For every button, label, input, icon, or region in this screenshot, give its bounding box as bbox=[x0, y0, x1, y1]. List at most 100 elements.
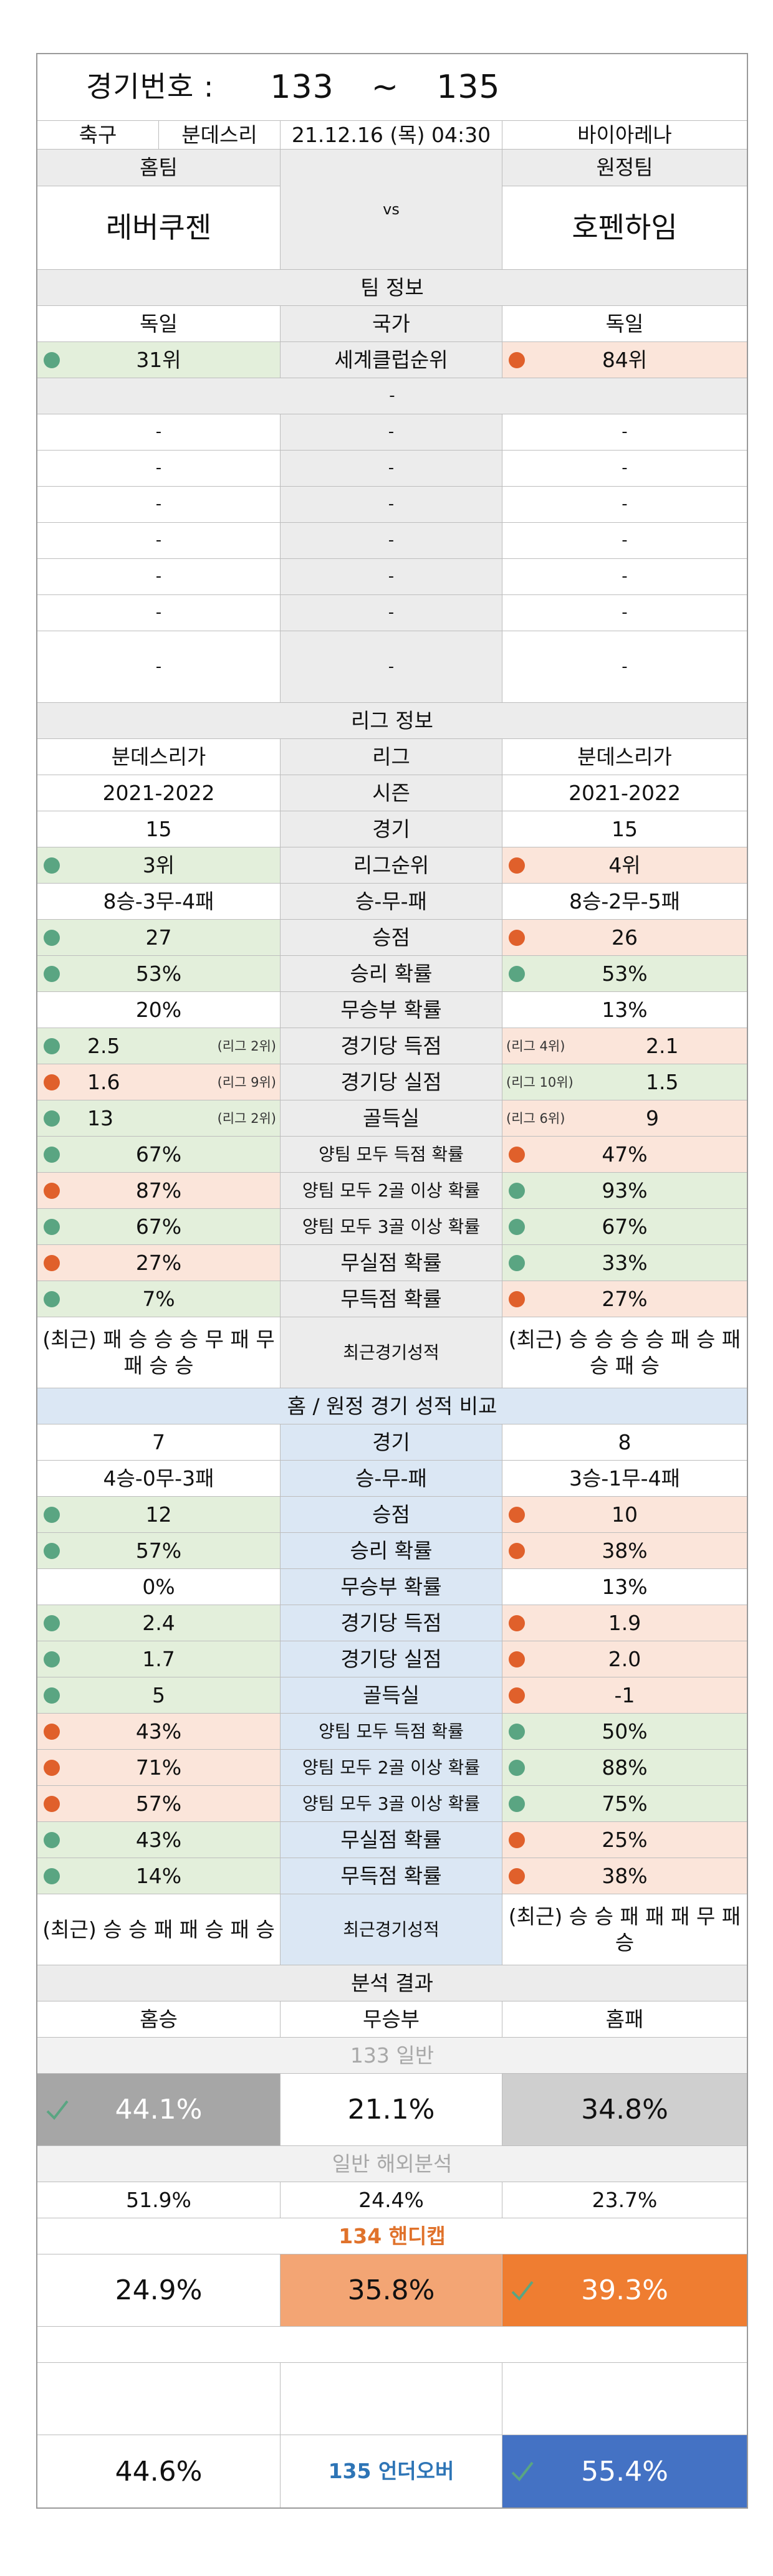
stat-label: 승점 bbox=[281, 920, 502, 955]
underover-over: 55.4% bbox=[502, 2435, 747, 2507]
stat-row: 71% 양팀 모두 2골 이상 확률 88% bbox=[37, 1750, 747, 1786]
match-number-from: 133 bbox=[270, 68, 334, 106]
analysis-title: 분석 결과 bbox=[37, 1965, 747, 2001]
stat-label: 양팀 모두 득점 확률 bbox=[281, 1714, 502, 1749]
stat-row: 87% 양팀 모두 2골 이상 확률 93% bbox=[37, 1173, 747, 1209]
home-stat: 87% bbox=[37, 1173, 281, 1208]
green-dot-icon bbox=[44, 1542, 60, 1559]
green-dot-icon bbox=[509, 1795, 525, 1812]
match-number-to: 135 bbox=[436, 68, 501, 106]
stat-row: 14% 무득점 확률 38% bbox=[37, 1858, 747, 1894]
overseas-title: 일반 해외분석 bbox=[332, 2151, 453, 2176]
datetime-cell: 21.12.16 (목) 04:30 bbox=[281, 121, 502, 149]
match-info-row: 축구 분데스리 21.12.16 (목) 04:30 바이아레나 bbox=[37, 121, 747, 150]
league-rank-tag: (리그 4위) bbox=[506, 1038, 565, 1054]
stat-label: 무실점 확률 bbox=[281, 1245, 502, 1281]
away-stat: 38% bbox=[502, 1858, 747, 1894]
home-stat: 53% bbox=[37, 956, 281, 991]
stat-row: 4승-0무-3패 승-무-패 3승-1무-4패 bbox=[37, 1461, 747, 1497]
stat-row: 2.5 (리그 2위) 경기당 득점 2.1 (리그 4위) bbox=[37, 1028, 747, 1064]
green-dot-icon bbox=[44, 1506, 60, 1523]
league-cell: 분데스리 bbox=[159, 121, 281, 149]
overseas-home-win: 51.9% bbox=[37, 2182, 281, 2218]
home-win-label: 홈승 bbox=[37, 2001, 281, 2037]
home-stat: 4승-0무-3패 bbox=[37, 1461, 281, 1496]
stat-row: 15 경기 15 bbox=[37, 811, 747, 847]
green-dot-icon bbox=[44, 1651, 60, 1667]
stat-row: 1.6 (리그 9위) 경기당 실점 1.5 (리그 10위) bbox=[37, 1064, 747, 1100]
home-stat: 67% bbox=[37, 1209, 281, 1244]
stat-row: 1.7 경기당 실점 2.0 bbox=[37, 1641, 747, 1677]
stat-label: 양팀 모두 3골 이상 확률 bbox=[281, 1209, 502, 1244]
green-dot-icon bbox=[44, 857, 60, 874]
stat-label: 경기 bbox=[281, 811, 502, 847]
green-dot-icon bbox=[509, 1182, 525, 1199]
away-recent-results: (최근) 승 승 승 승 패 승 패 승 패 승 bbox=[508, 1327, 741, 1378]
away-stat: 8승-2무-5패 bbox=[569, 889, 680, 914]
stat-label: 시즌 bbox=[281, 775, 502, 811]
green-dot-icon bbox=[509, 1254, 525, 1271]
away-stat: 13% bbox=[602, 997, 648, 1022]
home-stat: 71% bbox=[37, 1750, 281, 1785]
handicap-title-row: 134 핸디캡 bbox=[37, 2218, 747, 2254]
stat-label: 승점 bbox=[281, 1497, 502, 1532]
away-stat: 1.5 (리그 10위) bbox=[502, 1064, 747, 1100]
home-stat: 7% bbox=[37, 1281, 281, 1317]
stat-row: 5 골득실 -1 bbox=[37, 1677, 747, 1714]
team-info-empty-header: - bbox=[37, 378, 747, 414]
homeaway-recent-row: (최근) 승 승 패 패 승 패 승 최근경기성적 (최근) 승 승 패 패 패… bbox=[37, 1894, 747, 1965]
green-dot-icon bbox=[44, 929, 60, 946]
green-dot-icon bbox=[44, 1110, 60, 1127]
away-stat: 88% bbox=[502, 1750, 747, 1785]
away-stat: 분데스리가 bbox=[577, 744, 672, 769]
home-club-rank: 31위 bbox=[37, 342, 281, 378]
homeaway-recent-label: 최근경기성적 bbox=[281, 1894, 502, 1965]
team-info-title: 팀 정보 bbox=[37, 270, 747, 306]
check-icon bbox=[511, 2461, 534, 2482]
away-recent-awaygames: (최근) 승 승 패 패 패 무 패 승 bbox=[508, 1904, 741, 1955]
blank-analysis-row bbox=[37, 2363, 747, 2435]
away-stat: 75% bbox=[502, 1786, 747, 1821]
orange-dot-icon bbox=[602, 1038, 618, 1054]
orange-dot-icon bbox=[509, 857, 525, 874]
stat-row: 7% 무득점 확률 27% bbox=[37, 1281, 747, 1317]
stat-label: 양팀 모두 3골 이상 확률 bbox=[281, 1786, 502, 1821]
stat-row: 20% 무승부 확률 13% bbox=[37, 992, 747, 1028]
stat-label: 리그순위 bbox=[281, 847, 502, 883]
away-stat: 25% bbox=[502, 1822, 747, 1858]
stat-label: 승리 확률 bbox=[281, 1533, 502, 1568]
home-team-label: 홈팀 bbox=[37, 150, 280, 186]
away-stat: 47% bbox=[502, 1137, 747, 1172]
check-icon bbox=[511, 2281, 534, 2301]
green-dot-icon bbox=[509, 1218, 525, 1235]
stat-label: 리그 bbox=[281, 739, 502, 775]
match-number-header: 경기번호 : 133 ~ 135 bbox=[37, 54, 747, 121]
orange-dot-icon bbox=[509, 1651, 525, 1667]
league-info-rows: 분데스리가 리그 분데스리가 2021-2022 시즌 2021-2022 15 경기 15 3위… bbox=[37, 739, 747, 1317]
home-stat: 분데스리가 bbox=[37, 739, 281, 775]
green-dot-icon bbox=[44, 351, 60, 368]
stat-row: 13 (리그 2위) 골득실 9 (리그 6위) bbox=[37, 1100, 747, 1137]
league-rank-tag: (리그 2위) bbox=[217, 1038, 276, 1054]
stat-label: 무승부 확률 bbox=[281, 992, 502, 1028]
home-stat: 1.6 (리그 9위) bbox=[37, 1064, 281, 1100]
stat-label: 무승부 확률 bbox=[281, 1569, 502, 1605]
stat-label: 양팀 모두 득점 확률 bbox=[281, 1137, 502, 1172]
general-title-row: 133 일반 bbox=[37, 2038, 747, 2074]
check-icon bbox=[46, 2100, 69, 2120]
stat-row: 분데스리가 리그 분데스리가 bbox=[37, 739, 747, 775]
league-rank-tag: (리그 10위) bbox=[506, 1074, 574, 1090]
league-rank-tag: (리그 2위) bbox=[217, 1110, 276, 1126]
team-info-empty-rows: --------------------- bbox=[37, 414, 747, 703]
general-home-loss: 34.8% bbox=[502, 2074, 747, 2145]
stat-label: 무득점 확률 bbox=[281, 1281, 502, 1317]
orange-dot-icon bbox=[509, 1831, 525, 1848]
home-stat: 27 bbox=[37, 920, 281, 955]
orange-dot-icon bbox=[509, 1506, 525, 1523]
homeaway-title: 홈 / 원정 경기 성적 비교 bbox=[37, 1388, 747, 1424]
orange-dot-icon bbox=[509, 1615, 525, 1631]
green-dot-icon bbox=[44, 1687, 60, 1704]
away-stat: 2021-2022 bbox=[569, 780, 681, 805]
sport-cell: 축구 bbox=[37, 121, 159, 149]
green-dot-icon bbox=[44, 1146, 60, 1163]
